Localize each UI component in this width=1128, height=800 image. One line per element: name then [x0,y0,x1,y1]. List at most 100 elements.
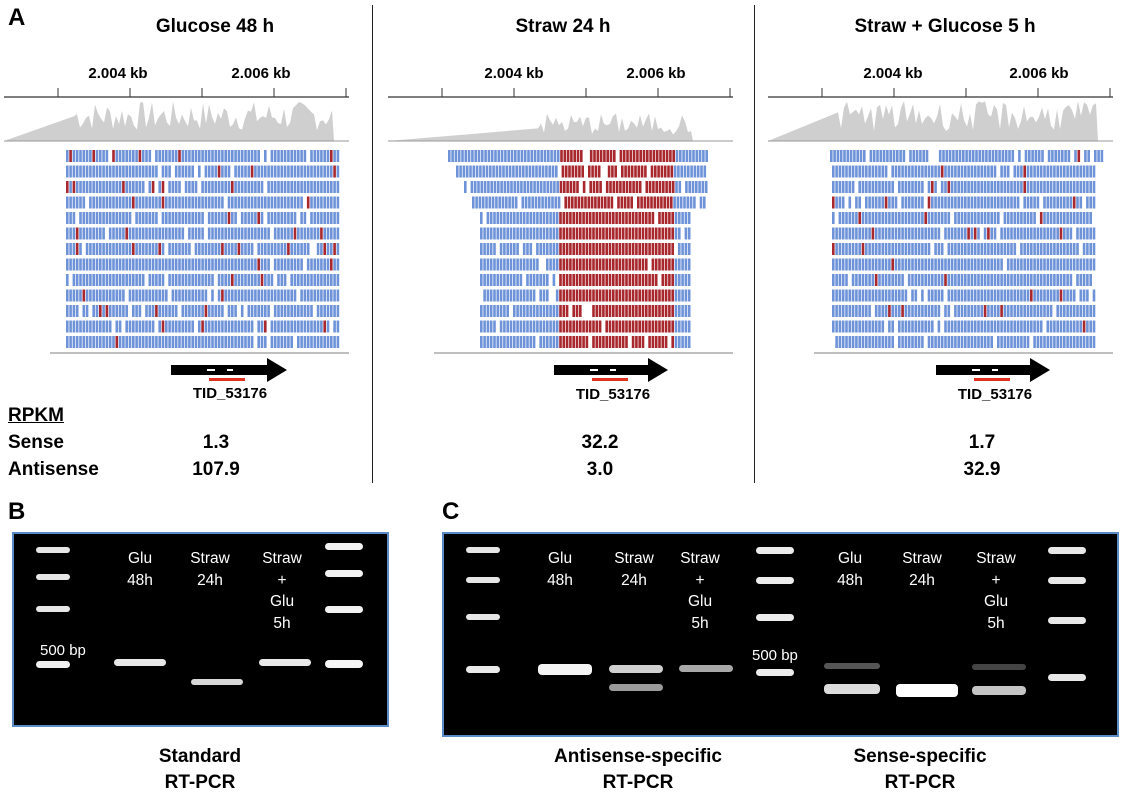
read-segment [858,196,861,209]
read-segment [546,212,549,224]
read-segment [990,165,993,178]
read-segment [283,336,287,348]
read-segment [82,274,86,286]
read-segment [188,243,191,255]
read-segment [585,274,589,286]
read-segment [884,181,888,193]
read-segment [66,165,69,178]
read-segment [303,289,307,302]
read-segment [980,336,984,348]
read-segment [1033,165,1036,178]
read-segment [201,196,204,209]
read-segment [947,165,951,178]
read-segment [1013,165,1017,178]
read-segment [280,258,284,271]
read-segment [194,258,198,271]
read-segment [595,289,599,302]
read-segment [184,212,188,224]
read-segment [1049,227,1053,240]
read-segment [598,212,602,224]
read-segment [624,165,627,178]
read-segment [911,212,914,224]
read-segment [950,336,954,348]
read-segment [672,150,675,162]
read-segment [651,243,655,255]
read-segment [297,258,300,271]
read-segment [1053,181,1056,193]
read-segment [1069,212,1073,224]
read-segment [545,165,548,178]
read-segment [254,212,257,224]
read-segment [874,274,878,286]
read-segment [539,305,542,317]
read-segment [221,305,224,317]
read-segment [845,181,848,193]
read-segment [493,274,496,286]
read-segment [481,196,485,209]
read-segment [1063,165,1066,178]
read-segment [924,274,927,286]
read-segment [1059,320,1063,333]
read-segment [273,212,277,224]
read-segment [500,181,503,193]
read-segment [1072,258,1076,271]
read-segment [1036,320,1040,333]
read-segment [316,305,320,317]
read-segment [668,181,672,193]
read-segment [244,320,247,333]
read-segment [643,196,647,209]
pcr-band [824,663,880,669]
read-segment [537,150,540,162]
read-segment [874,181,878,193]
read-segment [1066,320,1069,333]
read-segment [171,181,175,193]
read-segment [161,196,165,209]
read-segment [871,258,875,271]
read-segment [562,305,566,317]
lane-label: Straw 24h [614,550,654,589]
read-segment [651,258,655,271]
read-segment [970,289,974,302]
read-segment [141,258,145,271]
read-segment [664,274,668,286]
read-segment [293,150,297,162]
read-segment [569,227,572,240]
read-segment [965,150,968,162]
read-segment [907,165,911,178]
read-segment [254,196,257,209]
read-segment [326,181,330,193]
read-segment [539,274,542,286]
read-segment [498,196,501,209]
read-segment [874,320,878,333]
read-segment [638,181,642,193]
read-segment [85,181,89,193]
read-segment [865,212,868,224]
read-segment [201,320,204,333]
read-segment [1046,243,1050,255]
read-segment [194,150,198,162]
read-segment [858,227,861,240]
read-segment [178,243,181,255]
read-segment [1013,305,1017,317]
read-segment [1049,165,1053,178]
read-segment [306,305,310,317]
read-segment [970,305,974,317]
read-segment [316,274,320,286]
read-segment [1026,274,1030,286]
read-segment [72,258,76,271]
read-segment [264,196,267,209]
read-segment [1010,305,1013,317]
read-segment [486,289,490,302]
read-segment [1020,289,1023,302]
read-segment [184,243,188,255]
read-segment [267,165,270,178]
read-segment [838,243,842,255]
read-segment [188,165,191,178]
read-segment [313,274,317,286]
read-segment [531,165,535,178]
read-segment [1030,274,1033,286]
read-segment [604,196,607,209]
axis-tick-label: 2.006 kb [626,65,686,82]
read-segment [891,305,894,317]
read-segment [148,305,152,317]
